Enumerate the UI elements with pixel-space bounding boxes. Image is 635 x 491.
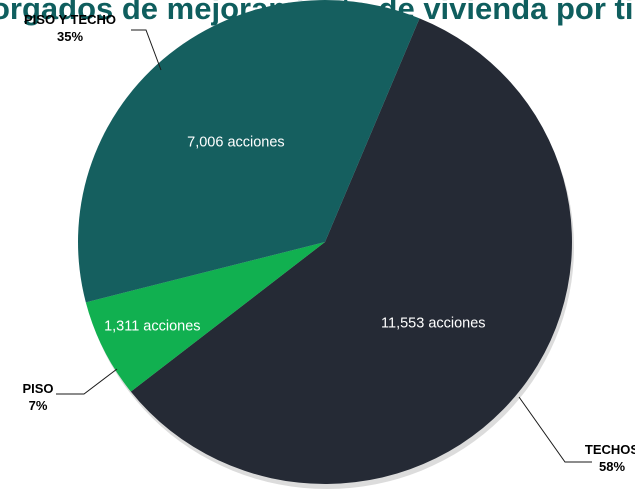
slice-value-label-techos: 11,553 acciones	[381, 315, 486, 331]
slice-percent-label-piso-y-techo: 35%	[57, 29, 83, 44]
slice-percent-label-piso: 7%	[29, 398, 48, 413]
pie-slice-piso-y-techo	[78, 0, 420, 303]
pie-slice-piso	[85, 242, 325, 392]
slice-category-label-piso: PISO	[22, 381, 53, 396]
leader-line-techos	[518, 396, 592, 463]
leader-line-piso-y-techo	[131, 29, 162, 71]
slice-percent-label-techos: 58%	[599, 459, 625, 474]
slice-value-label-piso: 1,311 acciones	[104, 319, 200, 335]
leader-line-piso	[56, 368, 118, 395]
slice-category-label-techos: TECHOS	[585, 442, 635, 457]
pie-slices	[78, 0, 574, 489]
slice-category-label-piso-y-techo: PISO Y TECHO	[24, 12, 116, 27]
pie-labels: 11,553 acciones TECHOS 58% 1,311 acciones PI…	[22, 12, 635, 474]
pie-slice-techos	[130, 18, 572, 484]
slice-value-label-piso-y-techo: 7,006 acciones	[187, 135, 285, 151]
